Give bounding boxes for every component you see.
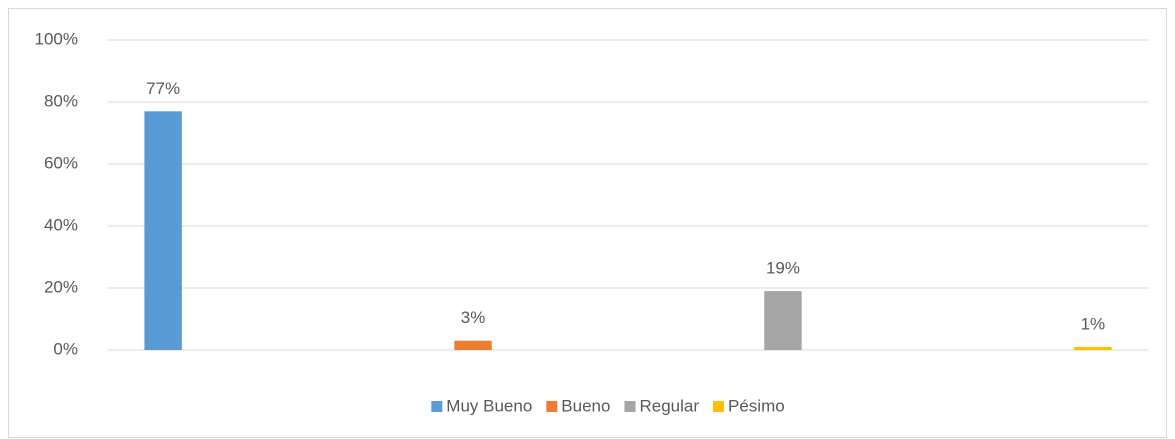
legend-swatch bbox=[546, 401, 558, 412]
legend-swatch bbox=[713, 401, 725, 412]
chart-border bbox=[8, 8, 1167, 438]
legend-swatch bbox=[431, 401, 443, 412]
y-tick-label: 0% bbox=[53, 339, 78, 358]
y-tick-label: 40% bbox=[44, 215, 78, 234]
y-tick-label: 80% bbox=[44, 91, 78, 110]
bar bbox=[1074, 346, 1112, 350]
value-label: 19% bbox=[766, 259, 800, 278]
legend-swatch bbox=[624, 401, 636, 412]
value-label: 3% bbox=[461, 308, 486, 327]
bar bbox=[454, 340, 492, 350]
value-label: 1% bbox=[1081, 314, 1106, 333]
legend-label: Muy Bueno bbox=[446, 396, 532, 415]
legend-label: Bueno bbox=[561, 396, 610, 415]
legend-label: Regular bbox=[639, 396, 699, 415]
value-label: 77% bbox=[146, 79, 180, 98]
legend-label: Pésimo bbox=[728, 396, 785, 415]
y-tick-label: 20% bbox=[44, 277, 78, 296]
y-tick-label: 60% bbox=[44, 153, 78, 172]
bar bbox=[144, 111, 182, 350]
bar bbox=[764, 291, 802, 350]
y-tick-label: 100% bbox=[35, 29, 78, 48]
